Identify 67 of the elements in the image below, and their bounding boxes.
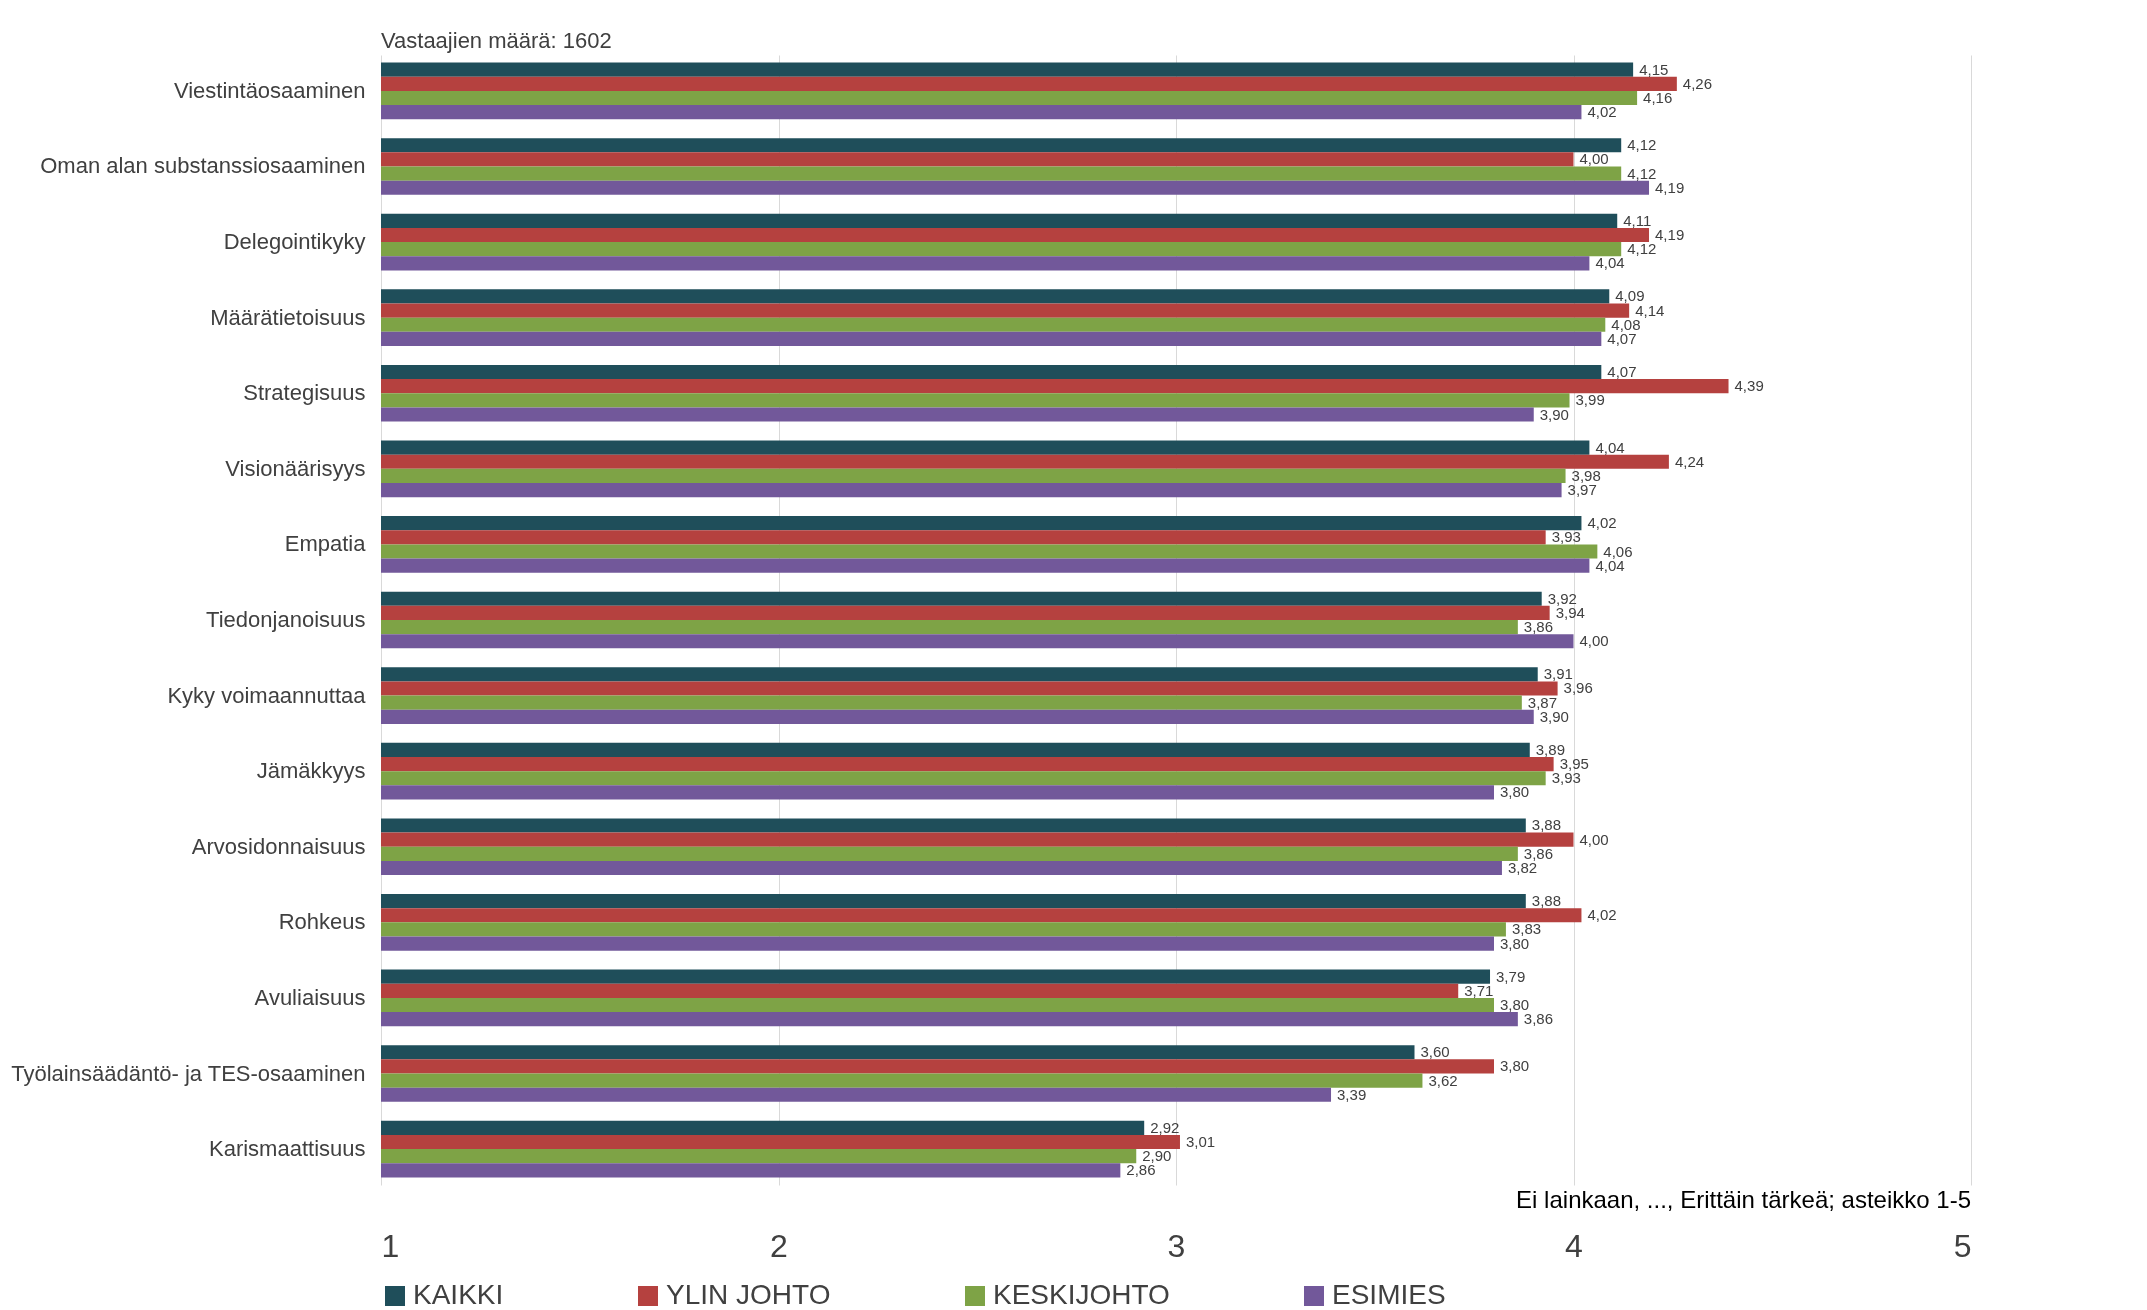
data-label: 4,12 bbox=[1627, 136, 1657, 154]
legend-label: ESIMIES bbox=[1332, 1279, 1446, 1310]
data-label: 4,24 bbox=[1674, 452, 1705, 470]
legend-label: KESKIJOHTO bbox=[993, 1279, 1170, 1310]
data-label: 4,02 bbox=[1587, 906, 1617, 924]
data-label: 3,82 bbox=[1507, 859, 1538, 877]
y-tick-label: Tiedonjanoisuus bbox=[206, 607, 366, 632]
data-label: 3,95 bbox=[1559, 755, 1589, 773]
data-label: 3,62 bbox=[1428, 1071, 1458, 1089]
data-label: 4,04 bbox=[1595, 438, 1625, 456]
data-label: 3,98 bbox=[1571, 466, 1601, 484]
data-label: 4,19 bbox=[1655, 178, 1685, 196]
data-label: 4,12 bbox=[1627, 164, 1657, 182]
data-label: 2,92 bbox=[1150, 1118, 1180, 1136]
data-label: 3,01 bbox=[1185, 1133, 1216, 1151]
x-tick-label: 4 bbox=[1565, 1227, 1583, 1264]
x-tick-label: 2 bbox=[770, 1227, 788, 1264]
y-tick-label: Delegointikyky bbox=[223, 229, 366, 255]
data-label: 3,80 bbox=[1500, 783, 1530, 801]
data-label: 3,60 bbox=[1420, 1043, 1450, 1061]
text: Ei lainkaan, ..., Erittäin tärkeä; asteikko 1-5 bbox=[1516, 1186, 1971, 1213]
data-label: 4,26 bbox=[1682, 74, 1713, 92]
x-tick-label: 1 bbox=[381, 1227, 400, 1264]
data-label: 4,00 bbox=[1579, 830, 1609, 848]
y-tick-label: Määrätietoisuus bbox=[210, 304, 366, 330]
data-label: 3,80 bbox=[1500, 1057, 1530, 1075]
data-label: 3,88 bbox=[1531, 892, 1561, 910]
y-tick-label: Karismaattisuus bbox=[208, 1136, 366, 1162]
data-label: 4,11 bbox=[1623, 211, 1652, 229]
y-tick-label: Viestintäosaaminen bbox=[173, 77, 366, 103]
data-label: 3,90 bbox=[1539, 405, 1569, 423]
x-tick-label: 3 bbox=[1167, 1227, 1186, 1264]
data-label: 3,71 bbox=[1464, 981, 1494, 999]
y-tick-label: Strategisuus bbox=[243, 380, 366, 406]
data-label: 3,39 bbox=[1337, 1085, 1367, 1103]
data-label: 4,12 bbox=[1627, 240, 1657, 258]
data-label: 4,04 bbox=[1595, 254, 1625, 272]
y-tick-label: Työlainsäädäntö- ja TES-osaaminen bbox=[11, 1060, 366, 1086]
data-label: 4,39 bbox=[1734, 377, 1764, 395]
text: Vastaajien määrä: 1602 bbox=[381, 28, 612, 53]
data-label: 4,07 bbox=[1607, 362, 1637, 380]
data-label: 4,02 bbox=[1587, 103, 1617, 121]
y-tick-label: Avuliaisuus bbox=[254, 984, 366, 1010]
data-label: 4,16 bbox=[1643, 88, 1673, 106]
data-label: 4,02 bbox=[1587, 514, 1617, 532]
data-label: 3,86 bbox=[1523, 618, 1554, 636]
y-tick-label: Empatia bbox=[284, 531, 367, 557]
y-tick-label: Rohkeus bbox=[278, 909, 366, 935]
data-label: 3,93 bbox=[1551, 528, 1581, 546]
data-label: 4,00 bbox=[1579, 150, 1609, 168]
legend-label: KAIKKI bbox=[413, 1279, 504, 1310]
data-label: 4,00 bbox=[1579, 632, 1609, 650]
y-tick-label: Kyky voimaannuttaa bbox=[167, 682, 367, 708]
data-label: 3,99 bbox=[1575, 391, 1605, 409]
y-tick-label: Visionäärisyys bbox=[225, 455, 366, 481]
legend-label: YLIN JOHTO bbox=[666, 1279, 831, 1310]
y-tick-label: Arvosidonnaisuus bbox=[191, 833, 366, 859]
y-tick-label: Jämäkkyys bbox=[256, 758, 366, 784]
data-label: 2,90 bbox=[1142, 1147, 1172, 1165]
data-label: 3,88 bbox=[1531, 816, 1561, 834]
x-tick-label: 5 bbox=[1953, 1227, 1972, 1264]
data-label: 4,15 bbox=[1639, 60, 1669, 78]
data-label: 4,19 bbox=[1655, 225, 1685, 243]
data-label: 3,86 bbox=[1523, 844, 1554, 862]
data-label: 3,89 bbox=[1535, 740, 1565, 758]
y-tick-label: Oman alan substanssiosaaminen bbox=[40, 153, 366, 179]
data-label: 3,79 bbox=[1496, 967, 1526, 985]
